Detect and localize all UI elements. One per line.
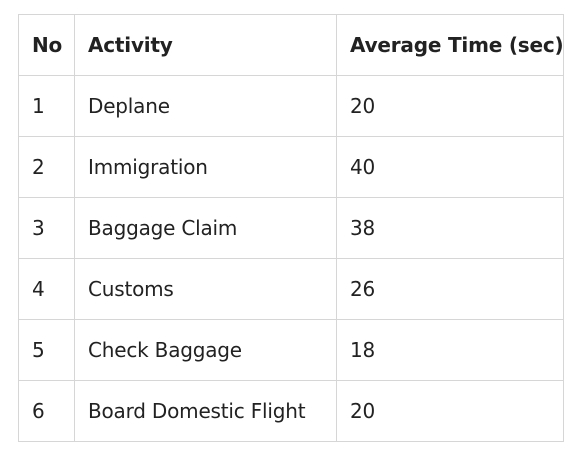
cell-average-time: 40	[335, 136, 565, 198]
cell-average-time: 26	[335, 258, 565, 320]
table-row: 5 Check Baggage 18	[18, 319, 565, 381]
cell-average-time: 20	[335, 75, 565, 137]
table-row: 2 Immigration 40	[18, 136, 565, 198]
cell-average-time: 20	[335, 380, 565, 442]
cell-no: 1	[18, 75, 75, 137]
header-average-time: Average Time (sec)	[335, 14, 565, 76]
cell-no: 4	[18, 258, 75, 320]
cell-activity: Check Baggage	[74, 319, 337, 381]
cell-activity: Board Domestic Flight	[74, 380, 337, 442]
activity-time-table: No Activity Average Time (sec) 1 Deplane…	[18, 14, 565, 442]
header-no: No	[18, 14, 75, 76]
cell-activity: Customs	[74, 258, 337, 320]
header-activity: Activity	[74, 14, 337, 76]
table-row: 4 Customs 26	[18, 258, 565, 320]
table-row: 1 Deplane 20	[18, 75, 565, 137]
table-row: 6 Board Domestic Flight 20	[18, 380, 565, 442]
cell-average-time: 18	[335, 319, 565, 381]
cell-activity: Immigration	[74, 136, 337, 198]
cell-no: 6	[18, 380, 75, 442]
cell-no: 5	[18, 319, 75, 381]
cell-activity: Deplane	[74, 75, 337, 137]
cell-average-time: 38	[335, 197, 565, 259]
table-header-row: No Activity Average Time (sec)	[18, 14, 565, 76]
cell-no: 2	[18, 136, 75, 198]
cell-activity: Baggage Claim	[74, 197, 337, 259]
cell-no: 3	[18, 197, 75, 259]
table-row: 3 Baggage Claim 38	[18, 197, 565, 259]
